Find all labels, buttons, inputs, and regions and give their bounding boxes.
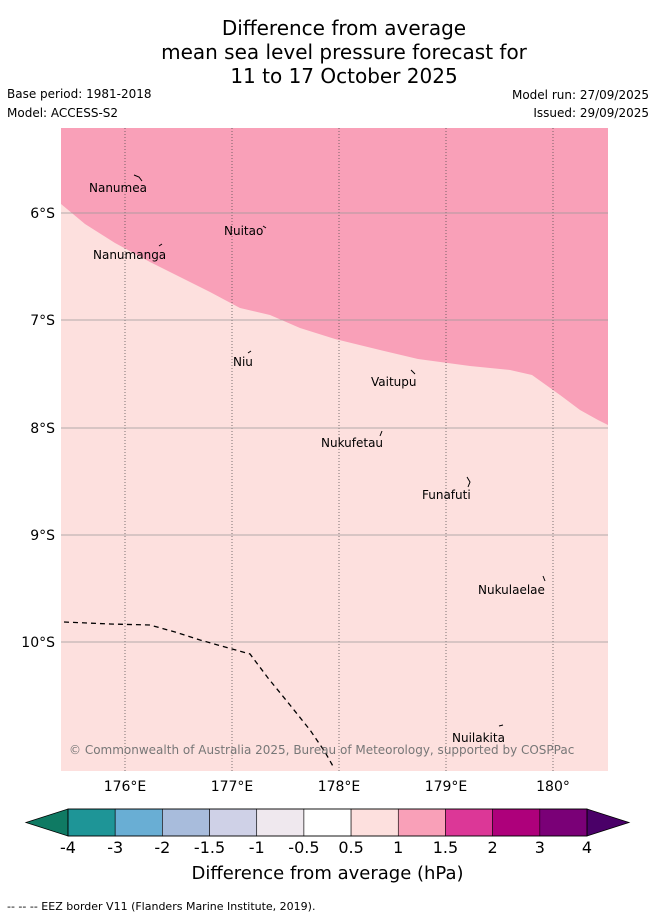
colorbar-tick-3: -2 [154,838,170,857]
islands [133,174,546,727]
place-label-nanumea: Nanumea [89,181,147,195]
island-nanumanga-shape [158,243,163,247]
island-nukufetau-shape [379,430,383,437]
colorbar-tick-12: 4 [582,838,592,857]
pressure-band-1-to-1-5 [61,128,608,425]
island-vaitupu-shape [410,369,416,375]
colorbar-tick-4: -1.5 [194,838,225,857]
colorbar-cell-11 [539,808,588,837]
lat-label-6s: 6°S [30,206,55,222]
colorbar-cell-9 [445,808,493,837]
title-line-2: mean sea level pressure forecast for [161,40,527,64]
colorbar-tick-7: 0.5 [338,838,363,857]
issued-label: Issued: 29/09/2025 [533,106,649,120]
colorbar-tick-5: -1 [249,838,265,857]
eez-border [63,621,335,769]
place-label-nukulaelae: Nukulaelae [478,583,545,597]
colorbar-cell-10 [492,808,541,837]
parallels [61,212,608,643]
place-label-nukufetau: Nukufetau [321,436,383,450]
colorbar-cell-4 [209,808,258,837]
lat-label-8s: 8°S [30,421,55,437]
model-label: Model: ACCESS-S2 [7,106,119,120]
latitude-labels: 6°S 7°S 8°S 9°S 10°S [21,206,55,651]
colorbar-tick-9: 1.5 [433,838,458,857]
colorbar-cell-6 [303,808,352,837]
island-nukulaelae-shape [542,575,546,582]
graticule [124,128,554,771]
colorbar-tick-1: -4 [60,838,76,857]
colorbar-cells [67,808,588,837]
title-line-3: 11 to 17 October 2025 [230,64,458,88]
lat-label-7s: 7°S [30,313,55,329]
lon-label-177e: 177°E [211,779,254,795]
island-nuilakita-shape [498,724,504,727]
island-nuitao-shape [262,225,267,229]
colorbar-cell-1 [67,808,116,837]
place-label-nanumanga: Nanumanga [93,248,166,262]
colorbar-title: Difference from average (hPa) [191,863,464,884]
colorbar-cell-3 [162,808,210,837]
colorbar-tick-10: 2 [488,838,498,857]
colorbar-tick-11: 3 [535,838,545,857]
island-funafuti-shape [466,476,471,488]
colorbar-over-arrow [586,808,631,837]
lon-label-176e: 176°E [104,779,147,795]
colorbar-under-arrow [24,808,69,837]
colorbar-tick-labels: -4 -3 -2 -1.5 -1 -0.5 0.5 1 1.5 2 3 4 [60,838,592,857]
colorbar-frame [67,808,588,837]
colorbar-cell-8 [397,808,446,837]
chart-title: Difference from average mean sea level p… [0,16,655,88]
colorbar-cell-5 [256,808,305,837]
colorbar-cell-7 [350,808,399,837]
place-label-nuitao: Nuitao [224,224,263,238]
lon-label-178e: 178°E [318,779,361,795]
longitude-labels: 176°E 177°E 178°E 179°E 180° [104,779,570,795]
island-niu-shape [247,350,252,354]
lat-label-10s: 10°S [21,635,55,651]
place-labels: Nanumea Nuitao Nanumanga Niu Vaitupu Nuk… [89,181,545,745]
colorbar-tick-8: 1 [393,838,403,857]
colorbar-tick-6: -0.5 [288,838,319,857]
colorbar-cell-2 [114,808,163,837]
lon-label-179e: 179°E [425,779,468,795]
title-line-1: Difference from average [221,16,467,40]
place-label-vaitupu: Vaitupu [371,375,417,389]
lat-label-9s: 9°S [30,528,55,544]
model-run-label: Model run: 27/09/2025 [511,88,649,102]
eez-footnote: -- -- -- EEZ border V11 (Flanders Marine… [7,900,316,913]
place-label-funafuti: Funafuti [422,488,471,502]
place-label-niu: Niu [233,355,253,369]
copyright-notice: © Commonwealth of Australia 2025, Bureau… [69,743,574,757]
lon-label-180: 180° [536,779,570,795]
colorbar-tick-2: -3 [107,838,123,857]
place-label-nuilakita: Nuilakita [452,731,505,745]
base-period-label: Base period: 1981-2018 [7,87,152,101]
island-nanumea-shape [133,174,143,182]
colorbar: -4 -3 -2 -1.5 -1 -0.5 0.5 1 1.5 2 3 4 [24,808,631,857]
